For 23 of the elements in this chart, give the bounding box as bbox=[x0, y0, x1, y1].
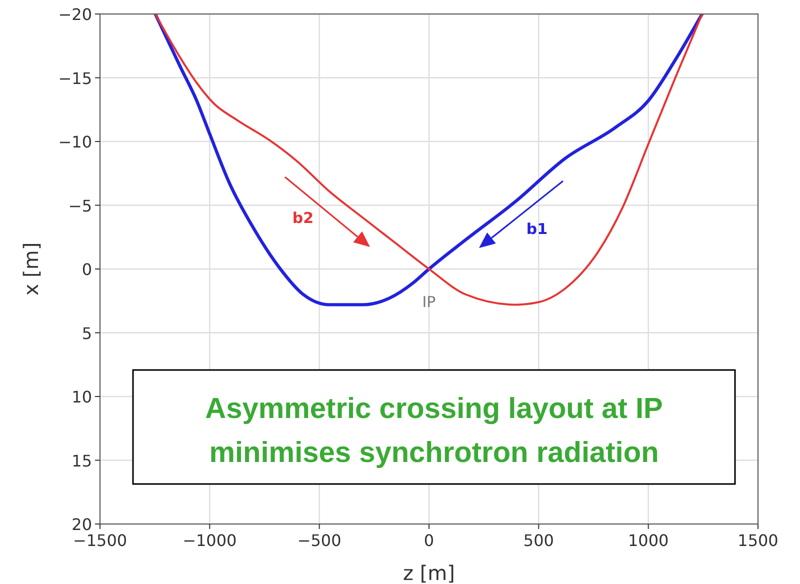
x-tick-label: −1000 bbox=[182, 531, 237, 550]
x-tick-label: 1500 bbox=[738, 531, 778, 550]
x-tick-label: 0 bbox=[424, 531, 434, 550]
x-tick-label: −1500 bbox=[72, 531, 128, 550]
x-tick-label: 500 bbox=[523, 531, 554, 550]
y-tick-label: 10 bbox=[72, 388, 92, 406]
text-box: Asymmetric crossing layout at IP minimises synchrotron radiation bbox=[132, 369, 736, 485]
y-tick-label: −15 bbox=[58, 68, 92, 88]
series-label: b1 bbox=[526, 220, 548, 238]
series-label: b2 bbox=[292, 209, 314, 227]
y-tick-label: 5 bbox=[82, 324, 92, 343]
y-tick-label: 15 bbox=[72, 451, 92, 470]
y-tick-label: 0 bbox=[82, 260, 92, 279]
y-tick-label: −20 bbox=[58, 5, 92, 24]
annotation: IP bbox=[422, 293, 436, 311]
y-tick-label: 20 bbox=[72, 515, 92, 534]
x-axis-title: z [m] bbox=[403, 561, 455, 584]
annotation: Asymmetric crossing layout at IP minimises synchrotron radiation bbox=[205, 393, 663, 469]
x-tick-label: 1000 bbox=[628, 531, 669, 550]
y-tick-label: −5 bbox=[68, 196, 92, 216]
y-axis-title: x [m] bbox=[19, 242, 43, 296]
y-tick-label: −10 bbox=[58, 132, 92, 152]
x-tick-label: −500 bbox=[297, 531, 342, 550]
